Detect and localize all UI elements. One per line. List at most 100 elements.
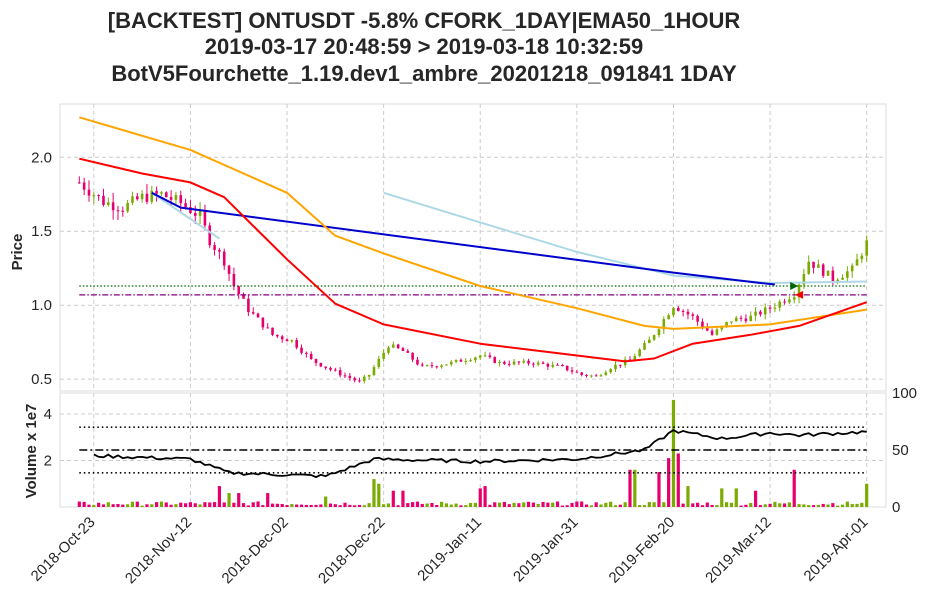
volume-bar xyxy=(290,504,294,507)
volume-bar xyxy=(642,505,647,507)
volume-bar xyxy=(328,503,333,507)
rsi-line xyxy=(93,428,867,479)
candle-body xyxy=(445,364,448,366)
candle-body xyxy=(860,255,864,260)
volume-bar xyxy=(415,501,420,507)
candle-body xyxy=(739,317,743,319)
candle-body xyxy=(164,192,168,198)
volume-bar xyxy=(92,504,96,507)
candle-body xyxy=(512,361,516,365)
volume-bar xyxy=(493,502,497,507)
x-tick-label: 2019-Mar-12 xyxy=(702,514,775,587)
candle-body xyxy=(305,352,308,354)
x-tick-label: 2019-Feb-20 xyxy=(606,514,679,587)
volume-bar xyxy=(348,504,352,507)
volume-bar xyxy=(193,503,197,507)
candle-body xyxy=(657,329,661,336)
candle-body xyxy=(474,357,477,361)
candle-body xyxy=(561,365,564,367)
rsi-y-tick-label: 0 xyxy=(892,499,900,516)
volume-bar xyxy=(522,502,526,507)
volume-bar xyxy=(241,503,246,507)
volume-bar xyxy=(555,501,560,507)
volume-bar xyxy=(449,504,453,507)
volume-bar xyxy=(261,505,265,507)
rsi-y-tick-label: 50 xyxy=(892,442,909,459)
candle-body xyxy=(536,362,540,365)
volume-bar xyxy=(101,504,106,507)
candle-body xyxy=(102,195,105,205)
candle-body xyxy=(812,261,815,268)
volume-bar xyxy=(782,503,787,507)
candle-body xyxy=(266,327,270,329)
volume-series-layer xyxy=(77,399,869,507)
candle-body xyxy=(155,190,158,194)
price-series-layer xyxy=(78,116,868,384)
candle-body xyxy=(527,360,530,364)
x-tick-label: 2019-Apr-01 xyxy=(801,514,872,585)
volume-bar xyxy=(623,502,627,507)
volume-bar xyxy=(169,504,173,507)
candle-body xyxy=(213,245,216,250)
volume-bar xyxy=(377,483,381,507)
volume-bar xyxy=(720,488,724,507)
volume-bar xyxy=(855,503,859,507)
volume-bar xyxy=(155,502,159,507)
volume-bar xyxy=(773,501,777,507)
trade-marker xyxy=(795,290,804,299)
volume-bar xyxy=(667,458,671,507)
volume-bar xyxy=(357,504,362,507)
candle-body xyxy=(609,369,612,373)
volume-bar xyxy=(729,502,734,507)
candle-body xyxy=(242,294,245,299)
volume-bar xyxy=(551,502,555,507)
candle-body xyxy=(459,359,463,362)
volume-bar xyxy=(507,504,511,507)
volume-bar xyxy=(816,504,820,507)
candle-body xyxy=(821,264,825,276)
price-y-tick-label: 1.0 xyxy=(31,297,52,314)
candle-body xyxy=(667,315,670,320)
volume-bar xyxy=(420,503,424,507)
volume-bar xyxy=(599,504,603,507)
candle-body xyxy=(850,265,854,272)
candle-body xyxy=(111,202,115,211)
candle-body xyxy=(135,196,139,200)
volume-bar xyxy=(681,503,685,507)
candle-body xyxy=(435,366,439,368)
candle-body xyxy=(614,364,617,370)
candle-body xyxy=(256,313,260,318)
candle-body xyxy=(556,364,559,366)
candle-body xyxy=(160,192,163,194)
candle-body xyxy=(251,312,255,314)
candle-body xyxy=(396,344,400,349)
candle-body xyxy=(406,350,410,353)
volume-bar xyxy=(319,504,323,507)
volume-bar xyxy=(222,502,226,507)
volume-bar xyxy=(807,505,811,507)
candle-body xyxy=(208,225,212,246)
candle-body xyxy=(416,359,419,365)
volume-bar xyxy=(821,503,825,507)
candle-body xyxy=(643,343,646,350)
volume-bar xyxy=(270,503,275,507)
volume-bar xyxy=(478,488,482,507)
volume-bar xyxy=(382,504,386,507)
volume-bar xyxy=(406,503,410,507)
volume-bar xyxy=(560,505,564,507)
candle-body xyxy=(522,360,526,363)
volume-bar xyxy=(618,504,622,507)
candle-body xyxy=(498,361,501,363)
volume-bar xyxy=(628,469,632,507)
candle-body xyxy=(768,307,772,309)
volume-bar xyxy=(638,505,642,507)
volume-bar xyxy=(565,505,569,507)
volume-bar xyxy=(836,505,840,507)
volume-bar xyxy=(734,488,738,507)
candle-body xyxy=(792,297,796,300)
candle-body xyxy=(705,327,709,331)
candle-body xyxy=(575,371,579,373)
volume-bar xyxy=(145,504,149,507)
volume-bar xyxy=(280,504,284,507)
volume-bar xyxy=(87,504,91,507)
